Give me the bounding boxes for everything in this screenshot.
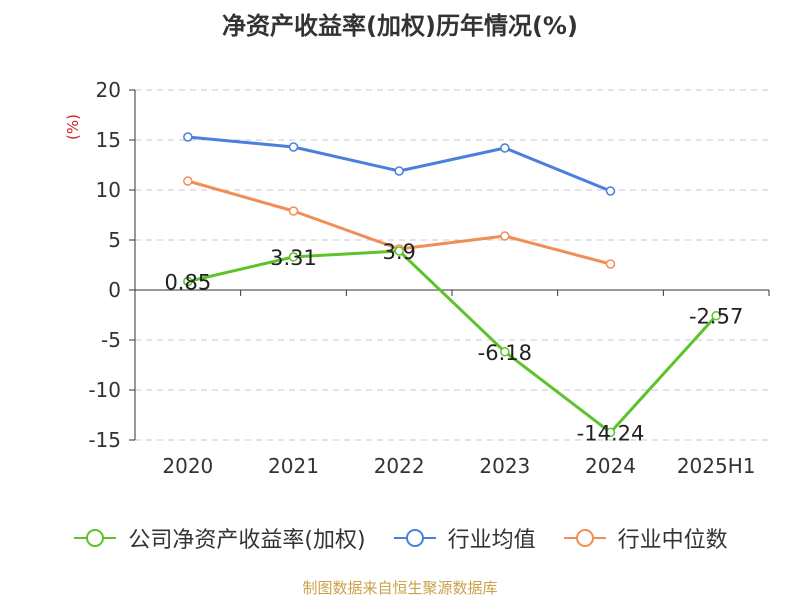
data-label: 3.31 (270, 246, 317, 270)
axes: 20 15 10 5 0 -5 -10 -15 2020 2021 2022 2023 2024 2025… (88, 78, 770, 478)
data-point (711, 310, 721, 321)
legend-label: 公司净资产收益率(加权) (128, 528, 366, 553)
y-tick-label: -15 (88, 428, 121, 452)
data-point (288, 142, 299, 152)
legend-line-marker-icon (563, 529, 606, 547)
legend-line-marker-icon (393, 529, 436, 547)
series-line (187, 249, 718, 434)
data-point (288, 206, 299, 216)
legend-label: 行业中位数 (617, 528, 728, 553)
data-label: -14.24 (577, 421, 645, 445)
x-tick-label: 2020 (162, 454, 213, 478)
data-label: -6.18 (478, 341, 532, 365)
data-point (500, 231, 510, 241)
data-point (183, 276, 193, 287)
series-lines (183, 132, 721, 438)
data-point (288, 252, 299, 262)
data-point (394, 166, 404, 176)
series-line (187, 135, 612, 193)
data-label: 0.85 (164, 271, 211, 295)
data-point (500, 347, 510, 357)
grid-lines (135, 89, 769, 441)
chart-title: 净资产收益率(加权)历年情况(%) (222, 12, 578, 40)
data-point (605, 186, 616, 196)
data-label: 3.9 (382, 240, 415, 264)
data-point (183, 132, 193, 142)
data-point (183, 176, 193, 186)
legend: 公司净资产收益率(加权) 行业均值 行业中位数 (0, 518, 800, 558)
y-tick-label: 0 (108, 278, 121, 302)
y-tick-label: 15 (96, 128, 121, 152)
x-tick-label: 2022 (374, 454, 425, 478)
x-tick-label: 2021 (268, 454, 319, 478)
x-tick-label: 2023 (479, 454, 530, 478)
y-tick-label: -5 (101, 328, 121, 352)
legend-item-industry-median[interactable]: 行业中位数 (562, 522, 728, 554)
y-tick-label: 10 (96, 178, 121, 202)
y-tick-label: 20 (96, 78, 121, 102)
data-point (394, 246, 404, 256)
legend-item-industry-mean[interactable]: 行业均值 (392, 522, 536, 554)
data-label: -2.57 (689, 305, 743, 329)
x-tick-label: 2024 (585, 454, 636, 478)
legend-label: 行业均值 (447, 528, 536, 553)
y-tick-label: 5 (108, 228, 121, 252)
y-axis-label: (%) (64, 114, 82, 140)
y-tick-label: -10 (88, 378, 121, 402)
legend-line-marker-icon (74, 529, 117, 547)
data-point (605, 259, 616, 269)
data-point (605, 427, 616, 438)
data-labels: 0.85 3.31 3.9 -6.18 -14.24 -2.57 (164, 240, 743, 445)
source-note: 制图数据来自恒生聚源数据库 (302, 579, 498, 597)
x-tick-label: 2025H1 (677, 454, 756, 478)
legend-item-company-roe[interactable]: 公司净资产收益率(加权) (72, 522, 366, 554)
data-point (500, 143, 510, 153)
